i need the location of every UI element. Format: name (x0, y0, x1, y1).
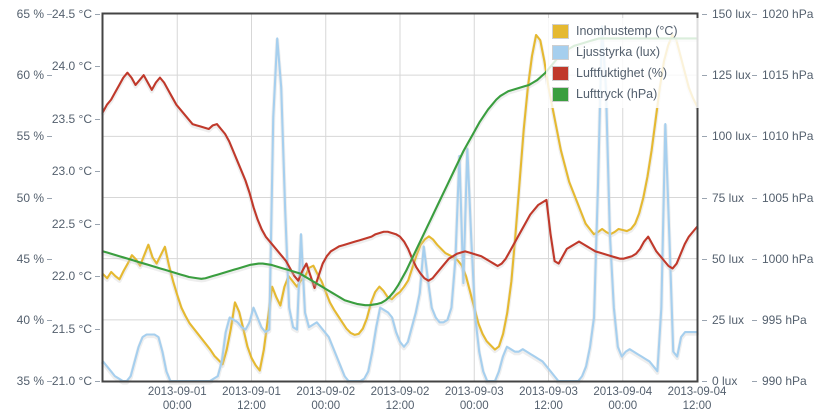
tick-mark-lux-axis (702, 136, 707, 138)
tick-label-temperature-axis: 23.0 °C (51, 164, 92, 179)
x-tick-label: 2013-09-01 00:00 (132, 385, 222, 413)
tick-label-humidity-axis: 60 % (16, 68, 44, 83)
x-tick-date: 2013-09-02 (296, 386, 356, 398)
x-tick-time: 12:00 (534, 400, 563, 412)
tick-label-humidity-axis: 55 % (16, 129, 44, 144)
tick-label-pressure-axis: 1000 hPa (762, 251, 814, 266)
plot-border (101, 12, 699, 383)
legend-label: Ljusstyrka (lux) (576, 44, 661, 59)
x-tick-time: 12:00 (237, 400, 266, 412)
chart-legend: Inomhustemp (°C) Ljusstyrka (lux) Luftfukt… (546, 18, 706, 108)
tick-mark-humidity-axis (47, 14, 52, 15)
tick-mark-pressure-axis (752, 75, 757, 77)
tick-mark-humidity-axis (47, 319, 52, 321)
tick-mark-lux-axis (702, 258, 707, 260)
x-tick-label: 2013-09-01 12:00 (207, 385, 297, 413)
legend-label: Luftfuktighet (%) (576, 65, 668, 80)
tick-label-temperature-axis: 24.5 °C (51, 7, 92, 21)
legend-swatch-icon (552, 86, 569, 102)
legend-item-lufttryck[interactable]: Lufttryck (hPa) (552, 85, 700, 103)
tick-mark-temperature-axis (95, 171, 100, 173)
legend-label: Lufttryck (hPa) (576, 86, 658, 101)
tick-label-lux-axis: 150 lux (712, 7, 751, 21)
x-tick-date: 2013-09-02 (370, 386, 430, 398)
x-tick-label: 2013-09-02 00:00 (281, 385, 371, 413)
legend-swatch-icon (552, 65, 569, 81)
x-tick-date: 2013-09-03 (519, 386, 578, 398)
x-tick-time: 12:00 (682, 400, 712, 412)
tick-label-lux-axis: 75 lux (712, 190, 745, 205)
tick-mark-temperature-axis (95, 328, 100, 330)
tick-mark-pressure-axis (752, 197, 757, 199)
tick-mark-temperature-axis (95, 14, 100, 15)
tick-mark-humidity-axis (47, 381, 52, 382)
tick-mark-humidity-axis (47, 258, 52, 260)
x-tick-time: 00:00 (162, 400, 192, 412)
tick-mark-temperature-axis (95, 118, 100, 120)
x-tick-date: 2013-09-01 (147, 386, 207, 398)
tick-label-temperature-axis: 22.5 °C (51, 216, 92, 231)
tick-label-lux-axis: 25 lux (712, 312, 745, 327)
tick-mark-lux-axis (702, 381, 707, 382)
tick-label-pressure-axis: 1020 hPa (762, 7, 814, 21)
tick-label-lux-axis: 0 lux (712, 374, 738, 388)
tick-mark-humidity-axis (47, 197, 52, 199)
tick-label-temperature-axis: 23.5 °C (51, 111, 92, 126)
tick-mark-humidity-axis (47, 136, 52, 138)
x-tick-time: 00:00 (459, 400, 489, 412)
legend-item-inomhustemp[interactable]: Inomhustemp (°C) (552, 22, 700, 40)
tick-mark-pressure-axis (752, 381, 757, 382)
x-tick-time: 00:00 (608, 400, 638, 412)
tick-label-lux-axis: 125 lux (712, 68, 751, 83)
tick-label-humidity-axis: 45 % (16, 251, 44, 266)
tick-label-temperature-axis: 24.0 °C (51, 59, 92, 74)
tick-mark-pressure-axis (752, 14, 757, 15)
tick-mark-pressure-axis (752, 319, 757, 321)
tick-mark-temperature-axis (95, 66, 100, 68)
tick-mark-lux-axis (702, 319, 707, 321)
tick-label-humidity-axis: 40 % (16, 312, 44, 327)
x-tick-label: 2013-09-03 12:00 (504, 385, 594, 413)
tick-label-lux-axis: 50 lux (712, 251, 745, 266)
x-tick-time: 12:00 (385, 400, 415, 412)
x-tick-date: 2013-09-04 (667, 386, 727, 398)
x-tick-label: 2013-09-03 00:00 (429, 385, 519, 413)
tick-mark-temperature-axis (95, 381, 100, 382)
tick-label-pressure-axis: 995 hPa (762, 312, 807, 327)
legend-swatch-icon (552, 44, 569, 60)
tick-label-humidity-axis: 65 % (16, 7, 44, 21)
tick-mark-pressure-axis (752, 258, 757, 260)
legend-item-luftfuktighet[interactable]: Luftfuktighet (%) (552, 64, 700, 82)
tick-mark-lux-axis (702, 14, 707, 15)
x-tick-label: 2013-09-02 12:00 (355, 385, 445, 413)
tick-label-pressure-axis: 990 hPa (762, 374, 807, 388)
tick-label-pressure-axis: 1010 hPa (762, 129, 814, 144)
x-tick-date: 2013-09-03 (444, 386, 504, 398)
tick-mark-temperature-axis (95, 223, 100, 225)
x-tick-label: 2013-09-04 00:00 (578, 385, 668, 413)
x-tick-label: 2013-09-04 12:00 (652, 385, 742, 413)
tick-mark-lux-axis (702, 197, 707, 199)
series-line-luftfuktighet (101, 71, 699, 290)
tick-mark-lux-axis (702, 75, 707, 77)
x-tick-date: 2013-09-01 (222, 386, 281, 398)
legend-item-ljusstyrka[interactable]: Ljusstyrka (lux) (552, 43, 700, 61)
tick-mark-humidity-axis (47, 75, 52, 77)
tick-mark-temperature-axis (95, 276, 100, 278)
x-tick-date: 2013-09-04 (593, 386, 653, 398)
tick-label-pressure-axis: 1005 hPa (762, 190, 814, 205)
tick-label-pressure-axis: 1015 hPa (762, 68, 814, 83)
x-tick-time: 00:00 (311, 400, 341, 412)
tick-label-lux-axis: 100 lux (712, 129, 751, 144)
tick-label-temperature-axis: 21.5 °C (51, 321, 92, 336)
tick-mark-pressure-axis (752, 136, 757, 138)
series-line-inomhustemp (101, 33, 699, 372)
tick-label-humidity-axis: 35 % (16, 374, 44, 388)
tick-label-temperature-axis: 21.0 °C (51, 374, 92, 388)
legend-swatch-icon (552, 23, 569, 39)
tick-label-humidity-axis: 50 % (16, 190, 44, 205)
legend-label: Inomhustemp (°C) (576, 23, 678, 38)
tick-label-temperature-axis: 22.0 °C (51, 269, 92, 284)
